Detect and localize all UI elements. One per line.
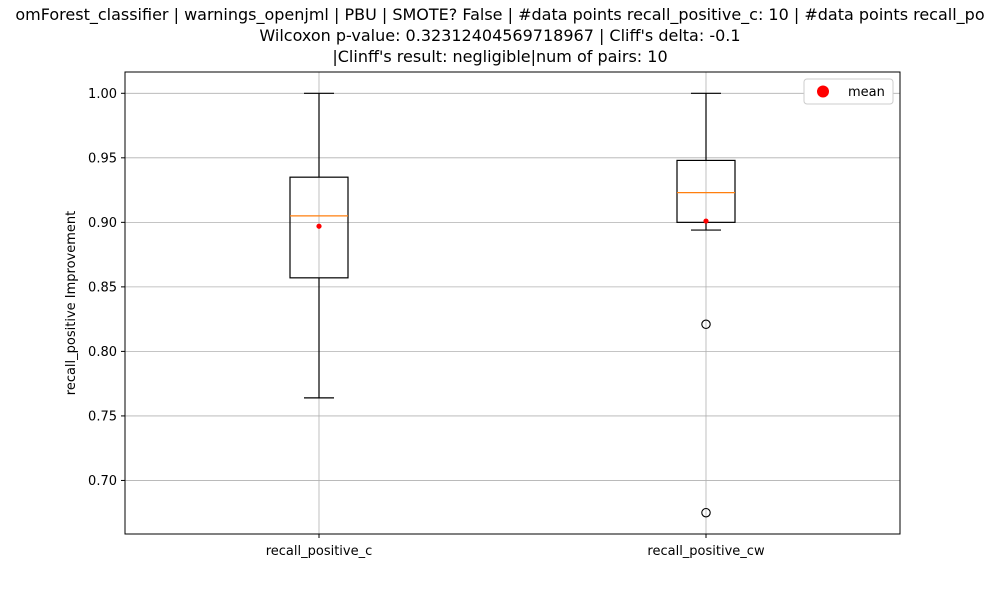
y-tick-label: 0.75 [88, 409, 117, 424]
mean-point [316, 223, 322, 229]
chart-title-line-1: omForest_classifier | warnings_openjml |… [15, 5, 985, 24]
legend: mean [803, 78, 894, 105]
x-tick-label: recall_positive_cw [647, 544, 765, 559]
legend-frame [803, 78, 894, 105]
x-tick-label: recall_positive_c [266, 544, 373, 559]
y-axis-label: recall_positive Improvement [64, 211, 79, 395]
y-tick-label: 0.80 [88, 345, 117, 360]
legend-mean-marker [817, 85, 829, 98]
mean-point [703, 218, 709, 224]
legend-mean-label: mean [848, 85, 885, 100]
axes: 0.70 0.75 0.80 0.85 0.90 0.95 1.00 recall_posit… [88, 87, 765, 559]
y-tick-label: 0.95 [88, 151, 117, 166]
box-recall_positive_cw [676, 92, 736, 518]
plot-area [124, 71, 901, 535]
outlier-point [701, 319, 711, 330]
grid [125, 72, 900, 534]
outlier-point [701, 507, 711, 518]
y-tick-label: 0.70 [88, 474, 117, 489]
iqr-box [289, 176, 349, 279]
y-tick-label: 0.85 [88, 280, 117, 295]
box-recall_positive_c [289, 92, 349, 399]
chart-title: omForest_classifier | warnings_openjml |… [0, 4, 1000, 67]
chart-title-line-3: |Clinff's result: negligible|num of pair… [332, 47, 668, 66]
boxes [289, 92, 736, 518]
chart-title-line-2: Wilcoxon p-value: 0.32312404569718967 | … [259, 26, 741, 45]
y-tick-label: 0.90 [88, 216, 117, 231]
y-tick-label: 1.00 [88, 87, 117, 102]
